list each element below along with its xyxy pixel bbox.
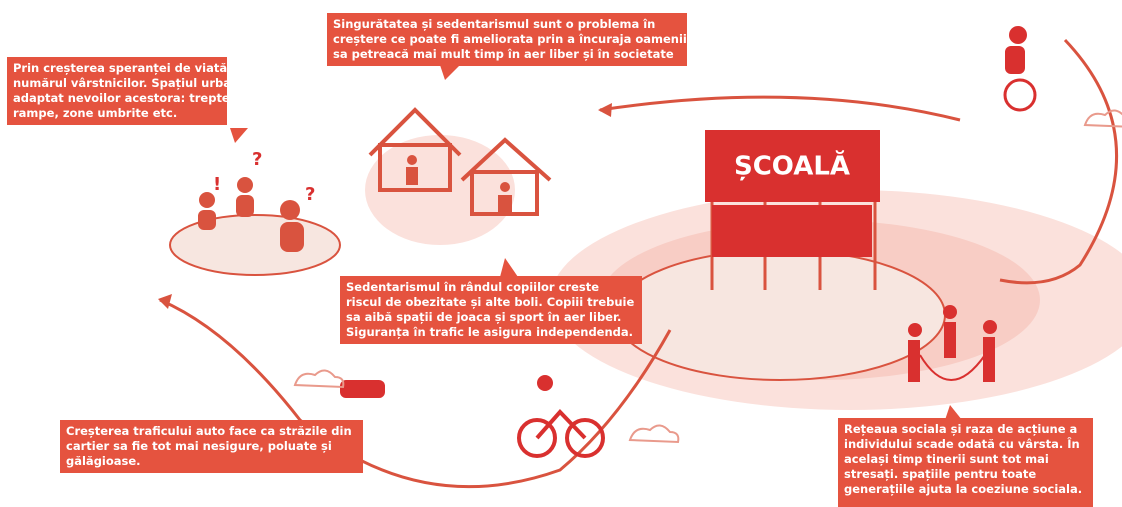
text-line: Singurătatea și sedentarismul sunt o pro… <box>333 17 681 32</box>
text-line: creștere ce poate fi ameliorata prin a î… <box>333 32 681 47</box>
car <box>340 380 385 398</box>
text-line: numărul vârstnicilor. Spațiul urban treb… <box>13 76 221 91</box>
mark: ? <box>252 149 262 170</box>
text-line: riscul de obezitate și alte boli. Copiii… <box>346 295 636 310</box>
text-line: Prin creșterea speranței de viată creste <box>13 61 221 76</box>
text-line: același timp tinerii sunt tot mai <box>844 452 1087 467</box>
text-line: sa aibă spații de joaca și sport în aer … <box>346 310 636 325</box>
text-line: adaptat nevoilor acestora: trepte, bănci… <box>13 91 221 106</box>
text-line: gălăgioase. <box>66 454 357 469</box>
text-line: stresați. spațiile pentru toate <box>844 467 1087 482</box>
mark: ! <box>213 174 221 195</box>
callout-elderly: Prin creșterea speranței de viată creste… <box>7 57 227 125</box>
text-line: Creșterea traficului auto face ca străzi… <box>66 424 357 439</box>
text-line: rampe, zone umbrite etc. <box>13 106 221 121</box>
callout-children: Sedentarismul în rândul copiilor creste … <box>340 276 642 344</box>
school-yard <box>615 250 945 380</box>
arrowhead <box>598 103 612 117</box>
elderly-yard <box>170 215 340 275</box>
bicycle <box>519 412 603 456</box>
callout-network: Rețeaua sociala și raza de acțiune a ind… <box>838 418 1093 507</box>
text-line: generațiile ajuta la coeziune sociala. <box>844 482 1087 497</box>
mark: ? <box>305 184 315 205</box>
text-line: sa petreacă mai mult timp în aer liber ș… <box>333 47 681 62</box>
text-line: Rețeaua sociala și raza de acțiune a <box>844 422 1087 437</box>
callout-traffic: Creșterea traficului auto face ca străzi… <box>60 420 363 473</box>
school-fence <box>712 205 872 257</box>
text-line: Siguranța în trafic le asigura independe… <box>346 325 636 340</box>
infographic: ȘCOALĂ ! ? ? Singurătatea și sedentarism… <box>0 0 1122 507</box>
text-line: cartier sa fie tot mai nesigure, poluate… <box>66 439 357 454</box>
school-sign: ȘCOALĂ <box>734 150 850 182</box>
text-line: Sedentarismul în rândul copiilor creste <box>346 280 636 295</box>
arrow <box>600 97 960 120</box>
callout-loneliness: Singurătatea și sedentarismul sunt o pro… <box>327 13 687 66</box>
wheelchair-user <box>1005 26 1027 74</box>
text-line: individului scade odată cu vârsta. În <box>844 437 1087 452</box>
